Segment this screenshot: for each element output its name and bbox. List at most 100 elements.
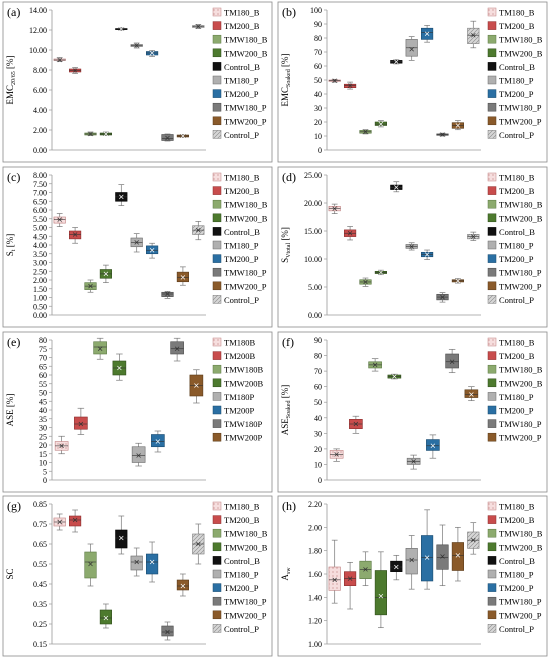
box-iqr	[161, 625, 174, 637]
box-iqr	[115, 529, 128, 549]
mean-marker	[424, 252, 430, 257]
legend-label: TMW180_B	[499, 529, 543, 539]
legend-swatch	[487, 48, 497, 58]
box-iqr	[451, 542, 464, 572]
mean-marker	[103, 616, 109, 621]
mean-marker	[394, 565, 399, 570]
legend-label: TM180_B	[499, 337, 535, 347]
mean-marker	[411, 458, 416, 464]
box-tmw200-b	[374, 551, 387, 629]
legend-swatch	[487, 294, 497, 304]
box-tm200p	[151, 430, 165, 452]
box-tmw200-b	[99, 603, 112, 629]
y-tick-label: 10.00	[29, 46, 47, 55]
legend-label: TM200B	[224, 351, 256, 361]
mean-marker	[424, 31, 430, 37]
box-tmw200-p	[176, 573, 189, 597]
y-tick-label: 1.20	[308, 617, 322, 626]
legend-label: TM180_B	[499, 8, 535, 18]
legend-swatch	[487, 378, 497, 387]
legend-swatch	[212, 281, 222, 290]
y-tick-label: 0.00	[308, 311, 322, 320]
panel-frame	[2, 331, 273, 492]
mean-marker	[174, 346, 180, 351]
legend-label: TM180B	[224, 337, 256, 347]
box-iqr	[421, 535, 434, 582]
y-tick-label: 4.50	[33, 232, 47, 241]
box-control-p	[467, 522, 480, 555]
box-tm180-b	[329, 448, 344, 462]
legend-swatch	[487, 102, 497, 112]
mean-marker	[363, 279, 368, 284]
y-tick-label: 1.80	[308, 547, 322, 556]
panel-frame	[277, 331, 548, 492]
panel-letter: (d)	[282, 170, 296, 184]
box-iqr	[131, 445, 146, 463]
legend-label: TMW200_B	[499, 48, 543, 58]
mean-marker	[449, 359, 455, 364]
box-tm200-b	[344, 225, 357, 241]
y-tick-label: 80	[314, 351, 322, 360]
y-tick-label: 1.40	[308, 594, 322, 603]
legend-swatch	[212, 502, 222, 511]
mean-marker	[378, 594, 384, 599]
panel-h-asw: (h) 1.00 1.20 1.40 1.60 1.80 2.00 2.20 Asw TM180_…	[277, 495, 548, 657]
y-tick-label: 10	[314, 460, 322, 469]
panel-letter: (e)	[7, 335, 20, 349]
legend-label: TMW180_B	[499, 35, 543, 45]
mean-marker	[332, 577, 337, 583]
legend-label: TMW200P	[224, 432, 263, 442]
legend-swatch	[212, 529, 222, 538]
box-control-p	[467, 20, 480, 49]
legend-swatch	[212, 7, 222, 17]
legend-label: TM180_P	[224, 570, 259, 580]
box-iqr	[426, 438, 440, 451]
panel-d-svtotal: (d) 0.00 5.00 10.00 15.00 20.00 25.00 SVtotal […	[277, 166, 548, 328]
legend-label: TMW200_B	[499, 378, 543, 388]
y-tick-label: 0	[318, 476, 322, 485]
legend-label: TMW200_B	[224, 48, 268, 58]
panel-g-sc: (g) 0.15 0.25 0.35 0.45 0.55 0.65 0.75 0.85 SC TM1…	[2, 495, 273, 657]
legend-swatch	[212, 350, 222, 360]
legend-swatch	[212, 405, 222, 414]
box-tm180-b	[53, 212, 66, 227]
box-iqr	[464, 388, 479, 398]
legend-label: TMW180_B	[499, 364, 543, 374]
box-tmw200-p	[451, 120, 464, 131]
box-tmw180p	[170, 337, 184, 361]
legend-label: TMW180_B	[224, 199, 268, 209]
y-axis-label: ASESoaked [%]	[280, 384, 292, 434]
legend-swatch	[487, 502, 497, 511]
y-tick-label: 1.60	[308, 570, 322, 579]
legend-swatch	[212, 226, 222, 236]
box-tm180-p	[130, 42, 143, 49]
box-tmw180-p	[161, 290, 174, 299]
y-tick-label: 40	[314, 413, 322, 422]
y-tick-label: 1.50	[33, 285, 47, 294]
mean-marker	[134, 239, 139, 245]
legend-label: TM200_P	[224, 254, 259, 264]
mean-marker	[455, 278, 461, 283]
legend-label: TMW180_B	[499, 199, 543, 209]
y-tick-label: 6.00	[33, 86, 47, 95]
y-tick-label: 100	[310, 6, 322, 15]
box-iqr	[161, 134, 174, 141]
legend-label: TM200_P	[224, 89, 259, 99]
box-tm200b	[74, 407, 88, 435]
legend-swatch	[487, 62, 497, 71]
y-tick-label: 20	[39, 441, 47, 450]
mean-marker	[471, 32, 476, 38]
y-tick-label: 25.00	[304, 171, 322, 180]
legend-label: TMW200_B	[224, 213, 268, 223]
box-control-b	[390, 59, 403, 65]
legend-label: TM200_P	[499, 254, 534, 264]
mean-marker	[57, 520, 62, 525]
panel-letter: (c)	[7, 170, 20, 184]
y-tick-label: 30	[314, 104, 322, 113]
legend-label: TMW200_P	[224, 281, 267, 291]
box-tm180-p	[405, 36, 418, 61]
box-tmw180b	[93, 337, 107, 360]
box-tm200-b	[69, 226, 82, 244]
mean-marker	[72, 518, 78, 523]
legend-label: TM200_B	[499, 351, 535, 361]
